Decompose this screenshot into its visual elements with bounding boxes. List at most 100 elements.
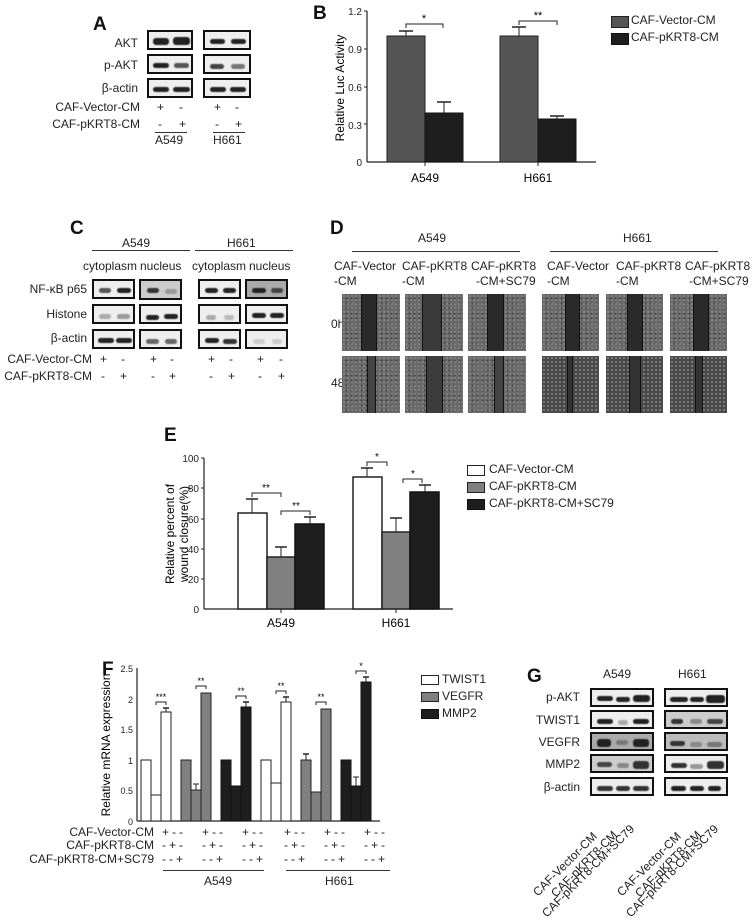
signs: -+- xyxy=(162,838,187,852)
legend-swatch-vector xyxy=(467,465,485,476)
svg-text:20: 20 xyxy=(188,575,200,586)
signs: --+ xyxy=(162,852,187,866)
sign: + xyxy=(150,352,158,366)
fraction-label: nucleus xyxy=(140,259,182,273)
svg-text:Relative percent of: Relative percent of xyxy=(163,483,177,584)
row-label: MMP2 xyxy=(545,757,580,771)
svg-text:**: ** xyxy=(317,692,325,702)
column-label: CAF-pKRT8 -CM xyxy=(616,259,682,288)
blot xyxy=(664,688,728,707)
signs: +-- xyxy=(324,825,349,839)
condition-label: CAF-Vector-CM xyxy=(7,352,92,366)
blot xyxy=(590,754,654,773)
group-label: H661 xyxy=(623,231,652,245)
group-line xyxy=(155,132,187,133)
svg-text:**: ** xyxy=(197,676,205,686)
wound-image xyxy=(342,356,400,413)
column-label: CAF-pKRT8 -CM+SC79 xyxy=(685,259,751,288)
wound-image xyxy=(670,356,727,413)
legend-swatch-mmp2 xyxy=(421,709,439,719)
row-label: p-AKT xyxy=(103,58,138,72)
svg-text:60: 60 xyxy=(188,515,200,526)
svg-text:H661: H661 xyxy=(524,171,553,185)
blot xyxy=(92,304,135,324)
svg-text:0.6: 0.6 xyxy=(348,83,362,94)
svg-text:**: ** xyxy=(237,686,245,696)
legend-label: CAF-pKRT8-CM+SC79 xyxy=(489,496,614,510)
wound-image xyxy=(606,356,663,413)
panel-letter-e: E xyxy=(164,425,177,446)
svg-text:*: * xyxy=(422,13,427,25)
svg-text:1.2: 1.2 xyxy=(348,7,362,18)
signs: --+ xyxy=(324,852,349,866)
row-label: β-actin xyxy=(50,331,87,345)
svg-text:Relative Luc Activity: Relative Luc Activity xyxy=(333,35,347,142)
signs: +-- xyxy=(162,825,187,839)
legend-swatch-twist1 xyxy=(421,675,439,685)
panel-letter-g: G xyxy=(527,666,542,687)
svg-text:A549: A549 xyxy=(411,171,439,185)
group-label: A549 xyxy=(418,231,447,245)
blot-actin-a549 xyxy=(147,78,193,98)
legend-swatch-vector xyxy=(611,16,629,28)
chart-b: 1.2 0.9 0.6 0.3 0 * ** A549 H661 Relativ… xyxy=(333,7,596,185)
blot xyxy=(664,732,728,751)
condition-label: CAF-pKRT8-CM xyxy=(66,838,154,852)
svg-text:1: 1 xyxy=(128,756,133,766)
sign: + xyxy=(278,369,286,383)
blot-pakt-h661 xyxy=(203,54,251,74)
svg-text:2: 2 xyxy=(128,695,133,705)
wound-image xyxy=(405,294,463,351)
condition-label: CAF-pKRT8-CM+SC79 xyxy=(29,852,154,866)
sign: - xyxy=(229,352,233,366)
sign: - xyxy=(179,100,183,114)
timepoint-label: 0h xyxy=(331,317,345,331)
fraction-label: nucleus xyxy=(249,259,291,273)
blot xyxy=(245,279,288,299)
svg-text:0: 0 xyxy=(193,605,199,616)
sign: - xyxy=(158,117,162,131)
panel-letter-f: F xyxy=(102,659,114,680)
svg-text:*: * xyxy=(375,452,379,463)
fraction-label: cytoplasm xyxy=(83,259,138,273)
panel-letter-b: B xyxy=(313,3,327,24)
sign: - xyxy=(215,117,219,131)
sign: - xyxy=(101,369,105,383)
sign: - xyxy=(151,369,155,383)
blot xyxy=(245,304,288,324)
svg-text:**: ** xyxy=(262,483,270,494)
legend-swatch-pkrt8 xyxy=(611,33,629,45)
group-label: H661 xyxy=(678,667,707,681)
svg-text:40: 40 xyxy=(188,545,200,556)
panel-letter-d: D xyxy=(330,218,344,239)
row-label: AKT xyxy=(114,36,138,50)
svg-text:**: ** xyxy=(277,681,285,691)
group-label: A549 xyxy=(155,133,184,147)
sign: + xyxy=(228,369,236,383)
group-line xyxy=(163,870,264,871)
legend-label: CAF-pKRT8-CM xyxy=(631,30,719,44)
group-label: A549 xyxy=(122,236,151,250)
blot xyxy=(92,279,135,299)
row-label: NF-κB p65 xyxy=(29,282,87,296)
signs: -+- xyxy=(242,838,267,852)
condition-label: CAF-Vector-CM xyxy=(55,100,140,114)
row-label: VEGFR xyxy=(538,735,580,749)
wound-image xyxy=(606,294,663,351)
blot xyxy=(664,710,728,729)
legend-label: CAF-pKRT8-CM xyxy=(489,479,577,493)
svg-text:**: ** xyxy=(292,501,300,512)
group-line xyxy=(195,250,293,251)
legend-label: VEGFR xyxy=(442,689,484,703)
wound-image xyxy=(542,356,599,413)
signs: +-- xyxy=(202,825,227,839)
legend-swatch-pkrt8 xyxy=(467,482,485,493)
sign: + xyxy=(179,117,187,131)
blot xyxy=(139,329,182,349)
svg-text:***: *** xyxy=(156,692,167,702)
legend-label: MMP2 xyxy=(442,706,477,720)
blot xyxy=(590,732,654,751)
signs: --+ xyxy=(202,852,227,866)
condition-label: CAF-pKRT8-CM xyxy=(4,369,92,383)
blot xyxy=(664,777,728,796)
